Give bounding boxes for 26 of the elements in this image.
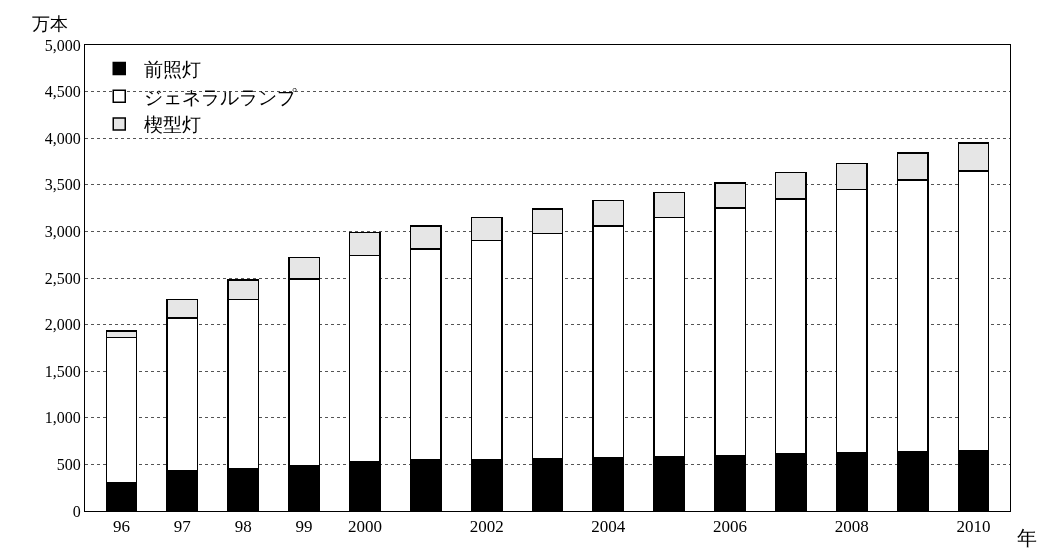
legend-label: 楔型灯 <box>144 114 202 136</box>
y-tick-label: 1,500 <box>44 362 81 380</box>
legend-label: ジェネラルランプ <box>144 86 298 108</box>
x-tick-label: 97 <box>173 517 192 537</box>
legend-label: 前照灯 <box>144 58 202 80</box>
x-tick-label: 99 <box>295 517 313 537</box>
y-tick-label: 4,000 <box>44 129 81 147</box>
y-tick-label: 2,000 <box>44 316 81 334</box>
y-tick-label: 1,000 <box>44 409 81 427</box>
x-tick-label: 2000 <box>347 517 382 537</box>
x-tick-label: 2010 <box>956 517 991 537</box>
x-tick-label: 2004 <box>591 517 626 537</box>
y-axis-title: 万本 <box>32 14 68 34</box>
x-axis-title: 年 <box>1017 527 1037 549</box>
x-tick-label: 2002 <box>469 517 504 537</box>
x-tick-label: 2008 <box>834 517 869 537</box>
y-tick-label: 3,000 <box>44 223 81 240</box>
y-tick-label: 500 <box>56 456 81 473</box>
y-tick-label: 2,500 <box>44 269 81 287</box>
y-tick-label: 5,000 <box>44 36 81 54</box>
x-tick-label: 98 <box>234 517 252 537</box>
y-tick-label: 0 <box>72 502 81 520</box>
y-tick-label: 3,500 <box>44 176 81 194</box>
x-tick-label: 2006 <box>713 517 748 537</box>
x-tick-label: 96 <box>113 517 131 537</box>
y-tick-label: 4,500 <box>44 83 81 101</box>
